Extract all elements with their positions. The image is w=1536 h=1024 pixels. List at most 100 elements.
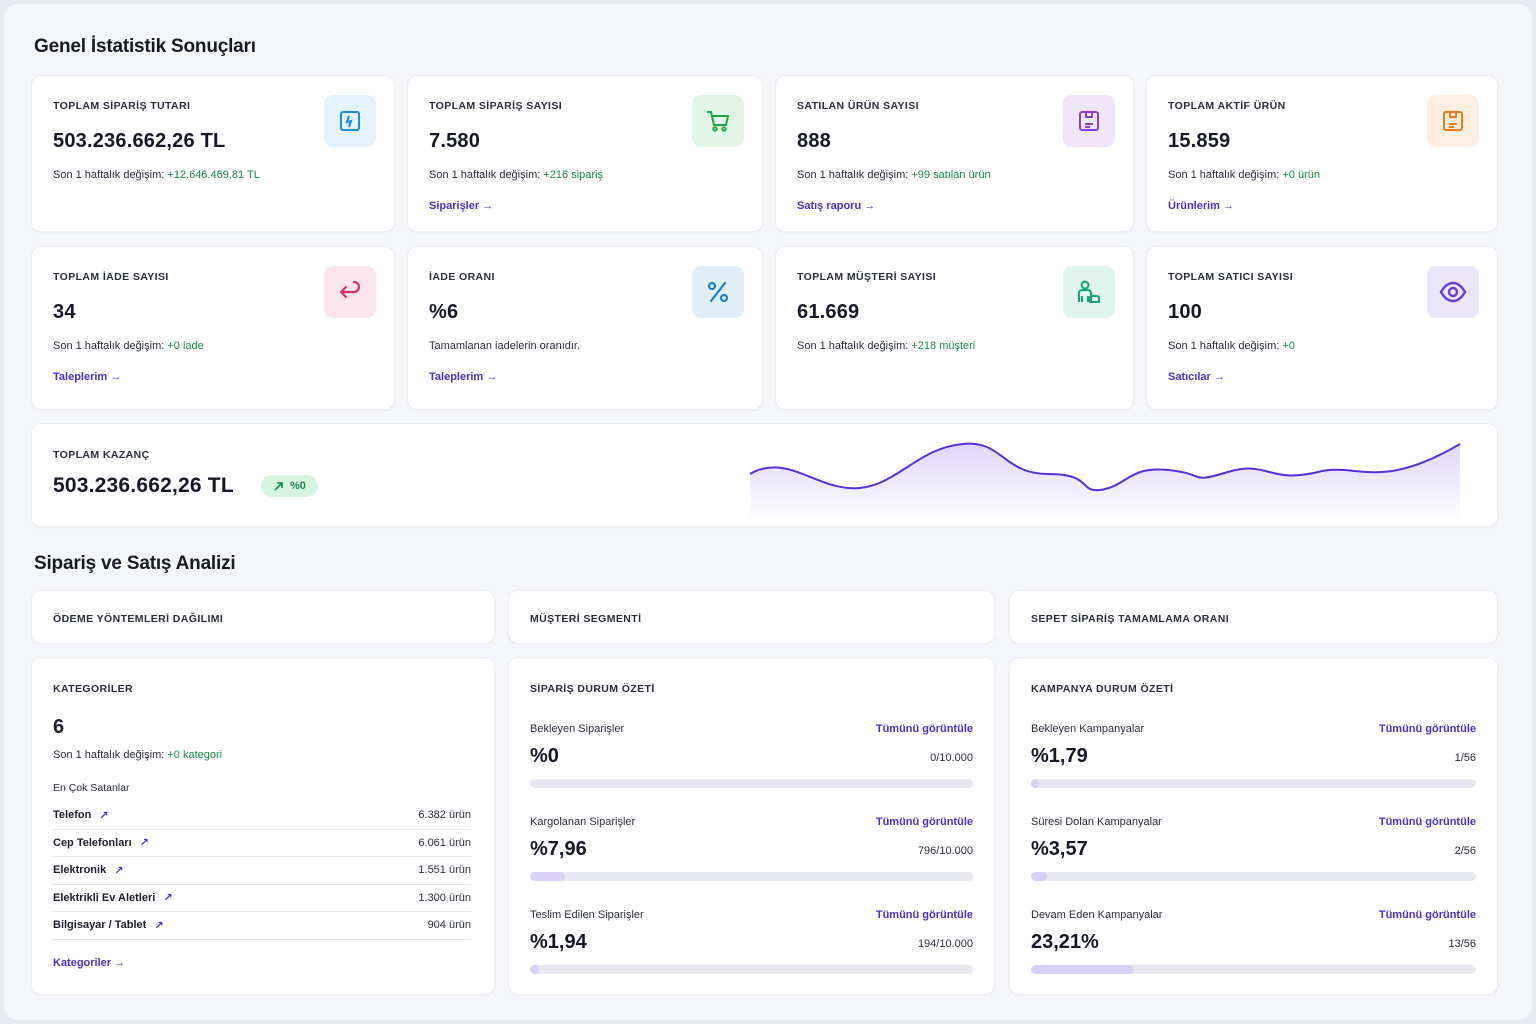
stat-change: Son 1 haftalık değişim: +216 sipariş [429, 169, 603, 181]
stat-card-total-order-count: TOPLAM SİPARİŞ SAYISI 7.580 Son 1 haftal… [407, 75, 763, 232]
percent-icon [692, 266, 744, 318]
progress-bar [530, 779, 973, 788]
arrow-up-right-icon: ↗ [114, 864, 124, 877]
best-sellers-list: Telefon ↗ 6.382 ürün Cep Telefonları ↗ 6.061… [53, 802, 471, 940]
stat-value: 15.859 [1168, 130, 1231, 152]
stat-label: TOPLAM SİPARİŞ SAYISI [429, 100, 563, 112]
stat-value: 503.236.662,26 TL [53, 130, 226, 152]
stat-value: 888 [797, 130, 831, 152]
progress-bar [530, 872, 973, 881]
trend-up-icon [274, 481, 283, 491]
box-icon [1063, 95, 1115, 147]
view-all-link[interactable]: Tümünü görüntüle [875, 909, 973, 921]
order-row-delivered: Teslim Edilen Siparişler Tümünü görüntül… [530, 909, 973, 989]
best-sellers-label: En Çok Satanlar [53, 782, 130, 794]
stat-label: TOPLAM SİPARİŞ TUTARI [53, 100, 191, 112]
section-title-analysis: Sipariş ve Satış Analizi [34, 553, 236, 574]
order-row-shipped: Kargolanan Siparişler Tümünü görüntüle %… [530, 816, 973, 896]
eye-icon [1427, 266, 1479, 318]
stat-label: TOPLAM AKTİF ÜRÜN [1168, 100, 1286, 112]
progress-bar [530, 965, 973, 974]
view-all-link[interactable]: Tümünü görüntüle [875, 723, 973, 735]
card-label: MÜŞTERİ SEGMENTİ [530, 613, 642, 625]
order-row-pending: Bekleyen Siparişler Tümünü görüntüle %0 … [530, 723, 973, 803]
stat-value: 34 [53, 301, 76, 323]
requests-link[interactable]: Taleplerim → [429, 371, 498, 383]
stat-label: TOPLAM MÜŞTERİ SAYISI [797, 271, 937, 283]
requests-link[interactable]: Taleplerim → [53, 371, 122, 383]
stat-label: SATILAN ÜRÜN SAYISI [797, 100, 919, 112]
stat-label: İADE ORANI [429, 271, 495, 283]
campaign-summary-label: KAMPANYA DURUM ÖZETİ [1031, 683, 1174, 695]
earnings-sparkline [749, 442, 1461, 522]
list-item[interactable]: Bilgisayar / Tablet ↗ 904 ürün [53, 912, 471, 940]
stat-change: Tamamlanan iadelerin oranıdır. [429, 340, 581, 352]
categories-change: Son 1 haftalık değişim: +0 kategori [53, 749, 223, 761]
categories-card: KATEGORİLER 6 Son 1 haftalık değişim: +0… [31, 657, 495, 995]
list-item[interactable]: Elektronik ↗ 1.551 ürün [53, 857, 471, 885]
my-products-link[interactable]: Ürünlerim → [1168, 200, 1235, 212]
view-all-link[interactable]: Tümünü görüntüle [875, 816, 973, 828]
stat-card-total-returns: TOPLAM İADE SAYISI 34 Son 1 haftalık değ… [31, 246, 395, 410]
progress-bar [1031, 872, 1476, 881]
categories-link[interactable]: Kategoriler → [53, 957, 126, 969]
list-item[interactable]: Cep Telefonları ↗ 6.061 ürün [53, 830, 471, 857]
earnings-label: TOPLAM KAZANÇ [53, 449, 150, 461]
customer-segment-card: MÜŞTERİ SEGMENTİ [508, 590, 995, 644]
stat-card-total-sellers: TOPLAM SATICI SAYISI 100 Son 1 haftalık … [1146, 246, 1498, 410]
package-icon [1427, 95, 1479, 147]
arrow-up-right-icon: ↗ [139, 837, 149, 850]
list-item[interactable]: Elektrikli Ev Aletleri ↗ 1.300 ürün [53, 885, 471, 912]
stat-change: Son 1 haftalık değişim: +0 [1168, 340, 1295, 352]
arrow-up-right-icon: ↗ [163, 892, 173, 905]
view-all-link[interactable]: Tümünü görüntüle [1378, 909, 1476, 921]
orders-link[interactable]: Siparişler → [429, 200, 494, 212]
stat-label: TOPLAM SATICI SAYISI [1168, 271, 1294, 283]
stat-change: Son 1 haftalık değişim: +12.646.469,81 T… [53, 169, 260, 181]
return-icon [324, 266, 376, 318]
stat-card-total-order-amount: TOPLAM SİPARİŞ TUTARI 503.236.662,26 TL … [31, 75, 395, 232]
view-all-link[interactable]: Tümünü görüntüle [1378, 816, 1476, 828]
stat-value: 100 [1168, 301, 1202, 323]
earnings-card: TOPLAM KAZANÇ 503.236.662,26 TL %0 [31, 423, 1498, 527]
earnings-change-badge: %0 [261, 475, 318, 497]
stat-value: %6 [429, 301, 459, 323]
campaign-row-expired: Süresi Dolan Kampanyalar Tümünü görüntül… [1031, 816, 1476, 896]
users-icon [1063, 266, 1115, 318]
stat-change: Son 1 haftalık değişim: +218 müşteri [797, 340, 976, 352]
receipt-icon [324, 95, 376, 147]
categories-value: 6 [53, 716, 65, 738]
campaign-row-pending: Bekleyen Kampanyalar Tümünü görüntüle %1… [1031, 723, 1476, 803]
stat-change: Son 1 haftalık değişim: +0 iade [53, 340, 204, 352]
cart-completion-card: SEPET SİPARİŞ TAMAMLAMA ORANI [1009, 590, 1498, 644]
arrow-up-right-icon: ↗ [154, 919, 164, 932]
sellers-link[interactable]: Satıcılar → [1168, 371, 1225, 383]
order-summary-card: SİPARİŞ DURUM ÖZETİ Bekleyen Siparişler … [508, 657, 995, 995]
stat-card-return-rate: İADE ORANI %6 Tamamlanan iadelerin oranı… [407, 246, 763, 410]
arrow-up-right-icon: ↗ [99, 809, 109, 822]
view-all-link[interactable]: Tümünü görüntüle [1378, 723, 1476, 735]
stat-change: Son 1 haftalık değişim: +99 satılan ürün [797, 169, 991, 181]
list-item[interactable]: Telefon ↗ 6.382 ürün [53, 802, 471, 830]
stat-value: 61.669 [797, 301, 860, 323]
card-label: ÖDEME YÖNTEMLERİ DAĞILIMI [53, 613, 224, 625]
card-label: SEPET SİPARİŞ TAMAMLAMA ORANI [1031, 613, 1230, 625]
earnings-value: 503.236.662,26 TL [53, 474, 234, 497]
categories-label: KATEGORİLER [53, 683, 134, 695]
cart-icon [692, 95, 744, 147]
stat-card-sold-products: SATILAN ÜRÜN SAYISI 888 Son 1 haftalık d… [775, 75, 1134, 232]
sales-report-link[interactable]: Satış raporu → [797, 200, 876, 212]
stat-label: TOPLAM İADE SAYISI [53, 271, 169, 283]
stat-value: 7.580 [429, 130, 481, 152]
stat-card-total-customers: TOPLAM MÜŞTERİ SAYISI 61.669 Son 1 hafta… [775, 246, 1134, 410]
progress-bar [1031, 965, 1476, 974]
payment-methods-card: ÖDEME YÖNTEMLERİ DAĞILIMI [31, 590, 495, 644]
order-summary-label: SİPARİŞ DURUM ÖZETİ [530, 683, 655, 695]
section-title-general: Genel İstatistik Sonuçları [34, 36, 256, 57]
stat-change: Son 1 haftalık değişim: +0 ürün [1168, 169, 1320, 181]
dashboard-page: Genel İstatistik Sonuçları TOPLAM SİPARİ… [4, 4, 1532, 1020]
progress-bar [1031, 779, 1476, 788]
campaign-summary-card: KAMPANYA DURUM ÖZETİ Bekleyen Kampanyala… [1009, 657, 1498, 995]
campaign-row-ongoing: Devam Eden Kampanyalar Tümünü görüntüle … [1031, 909, 1476, 989]
stat-card-active-products: TOPLAM AKTİF ÜRÜN 15.859 Son 1 haftalık … [1146, 75, 1498, 232]
